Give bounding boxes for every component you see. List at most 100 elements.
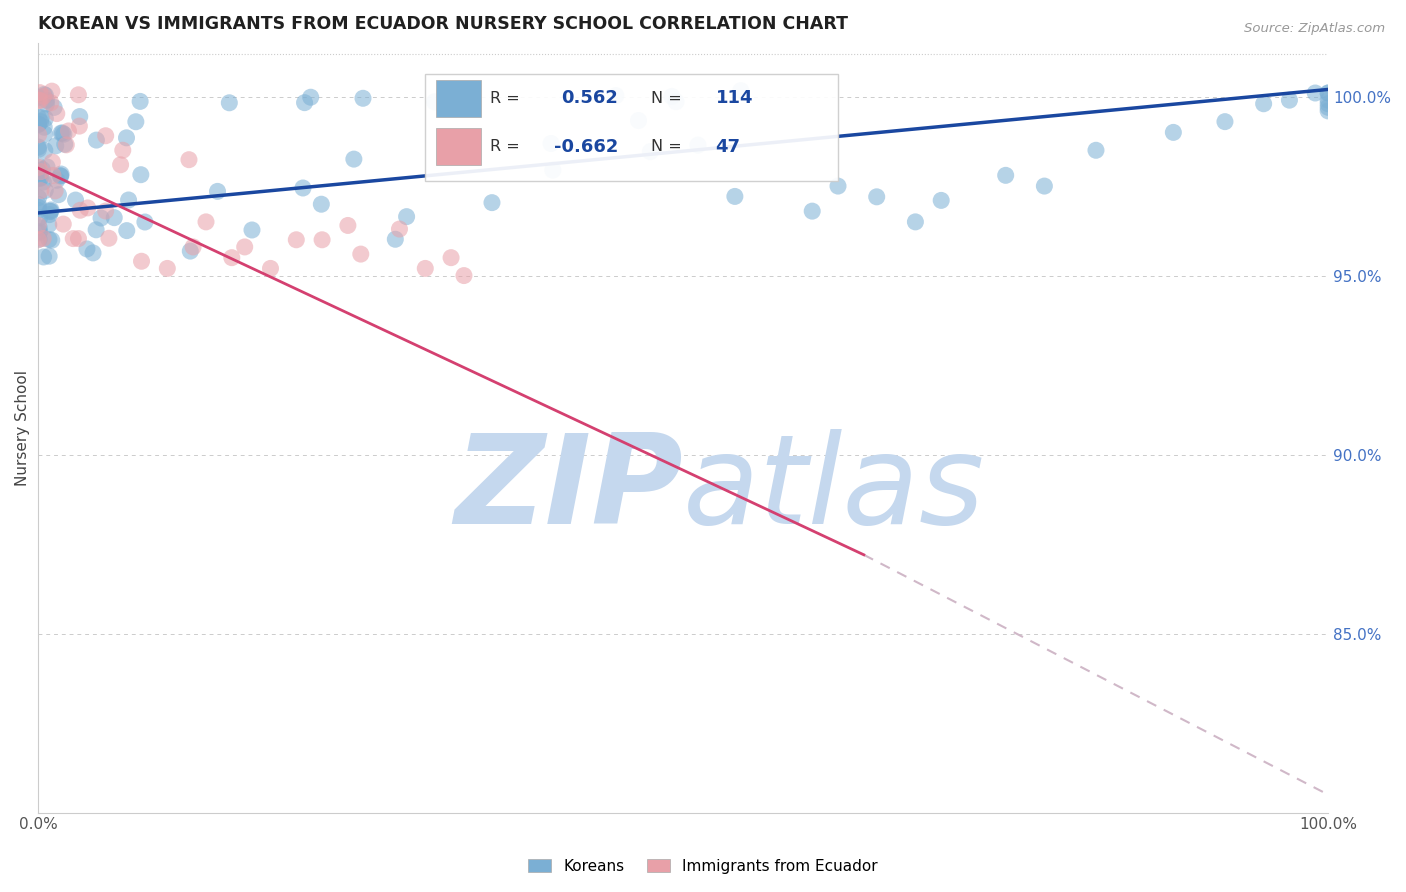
Point	[27, 171, 49, 186]
Point	[41, 84, 63, 98]
Point	[129, 95, 152, 109]
Point	[49, 169, 72, 183]
Text: N =: N =	[651, 139, 688, 154]
Point	[541, 163, 564, 178]
Point	[32, 250, 55, 264]
Point	[28, 226, 51, 240]
Point	[1278, 93, 1301, 107]
Point	[1317, 86, 1340, 100]
Point	[730, 84, 752, 98]
Point	[27, 140, 49, 154]
Text: 114: 114	[716, 89, 754, 107]
Point	[1303, 86, 1326, 100]
Point	[27, 90, 49, 104]
Point	[35, 96, 58, 111]
Point	[177, 153, 200, 167]
Point	[49, 167, 72, 181]
Point	[38, 249, 60, 263]
Point	[110, 158, 132, 172]
Point	[285, 233, 308, 247]
Text: KOREAN VS IMMIGRANTS FROM ECUADOR NURSERY SCHOOL CORRELATION CHART: KOREAN VS IMMIGRANTS FROM ECUADOR NURSER…	[38, 15, 848, 33]
Text: R =: R =	[489, 139, 524, 154]
Point	[49, 126, 72, 140]
Text: 0.562: 0.562	[561, 89, 617, 107]
Point	[233, 240, 256, 254]
Point	[41, 155, 63, 169]
Point	[97, 231, 120, 245]
Point	[27, 197, 49, 211]
Point	[605, 88, 627, 103]
Point	[453, 268, 475, 283]
Point	[28, 211, 51, 225]
Point	[38, 204, 60, 219]
Point	[34, 184, 56, 198]
Point	[48, 187, 70, 202]
Point	[1317, 86, 1340, 100]
Point	[30, 111, 52, 125]
Point	[28, 128, 51, 142]
Point	[44, 100, 66, 114]
Point	[904, 215, 927, 229]
Point	[27, 159, 49, 173]
Point	[195, 215, 218, 229]
Text: -0.662: -0.662	[554, 137, 619, 156]
Point	[94, 204, 117, 219]
Point	[28, 232, 51, 246]
Point	[665, 95, 688, 109]
Point	[34, 127, 56, 141]
Point	[1084, 143, 1107, 157]
Text: Source: ZipAtlas.com: Source: ZipAtlas.com	[1244, 22, 1385, 36]
Point	[30, 115, 52, 129]
Point	[51, 126, 73, 140]
Point	[67, 231, 90, 245]
Point	[32, 120, 55, 135]
Point	[1317, 100, 1340, 114]
Point	[69, 110, 91, 124]
Point	[76, 201, 98, 215]
Point	[38, 232, 60, 246]
Point	[156, 261, 179, 276]
Point	[299, 90, 322, 104]
Point	[994, 169, 1017, 183]
Point	[207, 185, 229, 199]
Point	[52, 217, 75, 231]
Point	[28, 86, 51, 100]
Point	[827, 179, 849, 194]
Point	[443, 97, 465, 112]
Point	[44, 184, 66, 198]
Point	[115, 131, 138, 145]
Point	[27, 233, 49, 247]
Point	[686, 138, 709, 153]
Text: 47: 47	[716, 137, 741, 156]
Point	[38, 218, 60, 232]
Point	[34, 88, 56, 103]
Point	[291, 181, 314, 195]
Point	[67, 119, 90, 133]
Point	[661, 89, 683, 103]
Point	[1163, 125, 1185, 139]
Point	[52, 127, 75, 141]
Text: N =: N =	[651, 91, 688, 106]
Point	[30, 164, 52, 178]
Point	[627, 113, 650, 128]
Text: atlas: atlas	[683, 429, 986, 549]
Point	[62, 231, 84, 245]
Point	[41, 233, 63, 247]
Point	[39, 202, 62, 217]
Point	[111, 143, 134, 157]
Point	[30, 184, 52, 198]
Point	[27, 161, 49, 175]
Point	[86, 133, 108, 147]
Point	[129, 168, 152, 182]
Point	[134, 215, 156, 229]
Point	[336, 219, 359, 233]
Point	[69, 203, 91, 218]
Point	[724, 189, 747, 203]
Point	[27, 203, 49, 218]
Point	[76, 242, 98, 256]
Point	[117, 193, 139, 207]
Point	[30, 166, 52, 180]
Point	[350, 247, 373, 261]
Point	[94, 128, 117, 143]
Point	[34, 112, 56, 126]
